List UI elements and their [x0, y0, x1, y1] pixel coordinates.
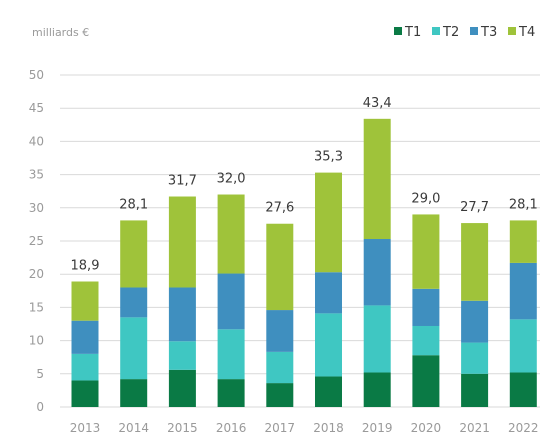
x-tick-label: 2018: [313, 421, 344, 435]
bar-2015-T2: [168, 341, 196, 370]
bar-2018-T2: [315, 313, 342, 377]
bars: [71, 118, 537, 407]
y-tick-label: 25: [29, 234, 44, 248]
bar-2016-T2: [217, 329, 245, 380]
legend: T1 T2 T3 T4: [394, 25, 535, 40]
bar-2013-T2: [71, 353, 99, 381]
bar-2018-T1: [315, 376, 342, 407]
x-tick-label: 2016: [216, 421, 247, 435]
total-labels: 18,9 28,1 31,7 32,0 27,6 35,3 43,4 29,0 27,7 28,1: [71, 96, 538, 274]
x-tick-label: 2015: [167, 421, 198, 435]
total-label: 43,4: [363, 96, 392, 111]
bar-2022-T3: [509, 262, 537, 320]
bar-2017-T4: [266, 223, 294, 311]
y-tick-label: 30: [29, 201, 44, 215]
bar-2015-T3: [168, 287, 196, 342]
bar-2020-T1: [412, 355, 440, 407]
total-label: 18,9: [71, 259, 100, 274]
legend-swatch-T1: [394, 27, 402, 35]
x-tick-label: 2019: [362, 421, 393, 435]
bar-2018-T4: [315, 172, 342, 273]
bar-2022-T2: [509, 319, 537, 373]
bar-2018-T3: [315, 272, 342, 314]
bar-2014-T3: [120, 287, 148, 318]
y-tick-label: 40: [29, 134, 44, 148]
total-label: 29,0: [411, 191, 440, 206]
x-tick-label: 2020: [411, 421, 442, 435]
y-tick-label: 20: [29, 267, 44, 281]
x-tick-label: 2014: [118, 421, 149, 435]
y-tick-label: 0: [36, 400, 44, 414]
bar-2019-T4: [363, 118, 391, 240]
bar-2022-T4: [509, 220, 537, 263]
x-axis-ticks: 2013 2014 2015 2016 2017 2018 2019 2020 2021 2022: [70, 421, 539, 435]
y-tick-label: 5: [36, 367, 44, 381]
total-label: 28,1: [119, 197, 148, 212]
bar-2021-T3: [461, 300, 489, 343]
y-tick-label: 45: [29, 101, 44, 115]
total-label: 31,7: [168, 174, 197, 189]
bar-2015-T4: [168, 196, 196, 288]
bar-2013-T4: [71, 281, 99, 321]
bar-2016-T1: [217, 379, 245, 407]
y-tick-label: 15: [29, 300, 44, 314]
total-label: 27,7: [460, 200, 489, 215]
bar-2016-T4: [217, 194, 245, 274]
bar-2013-T1: [71, 380, 99, 407]
y-tick-label: 35: [29, 168, 44, 182]
bar-2014-T1: [120, 379, 148, 407]
x-tick-label: 2017: [265, 421, 296, 435]
unit-label: milliards €: [32, 26, 89, 39]
y-tick-label: 10: [29, 334, 44, 348]
x-tick-label: 2022: [508, 421, 539, 435]
bar-2019-T1: [363, 372, 391, 407]
y-axis-ticks: 0 5 10 15 20 25 30 35 40 45 50: [29, 68, 44, 414]
legend-label-T4: T4: [518, 25, 535, 40]
total-label: 28,1: [509, 197, 538, 212]
legend-swatch-T2: [432, 27, 440, 35]
x-tick-label: 2013: [70, 421, 101, 435]
legend-swatch-T4: [508, 27, 516, 35]
bar-2014-T2: [120, 317, 148, 380]
legend-label-T3: T3: [480, 25, 497, 40]
total-label: 27,6: [265, 201, 294, 216]
bar-2021-T1: [461, 373, 489, 407]
legend-label-T1: T1: [404, 25, 421, 40]
bar-2020-T2: [412, 325, 440, 356]
legend-label-T2: T2: [442, 25, 459, 40]
bar-2016-T3: [217, 273, 245, 330]
y-tick-label: 50: [29, 68, 44, 82]
bar-2022-T1: [509, 372, 537, 407]
total-label: 35,3: [314, 150, 343, 165]
bar-2014-T4: [120, 220, 148, 288]
bar-2021-T2: [461, 342, 489, 374]
bar-2017-T2: [266, 351, 294, 384]
bar-2021-T4: [461, 223, 489, 301]
bar-2013-T3: [71, 320, 99, 354]
total-label: 32,0: [217, 172, 246, 187]
bar-2015-T1: [168, 369, 196, 407]
bar-2017-T1: [266, 383, 294, 407]
bar-2019-T2: [363, 305, 391, 373]
bar-2020-T3: [412, 288, 440, 326]
bar-2020-T4: [412, 214, 440, 289]
x-tick-label: 2021: [459, 421, 490, 435]
bar-2017-T3: [266, 310, 294, 352]
bar-2019-T3: [363, 239, 391, 306]
legend-swatch-T3: [470, 27, 478, 35]
